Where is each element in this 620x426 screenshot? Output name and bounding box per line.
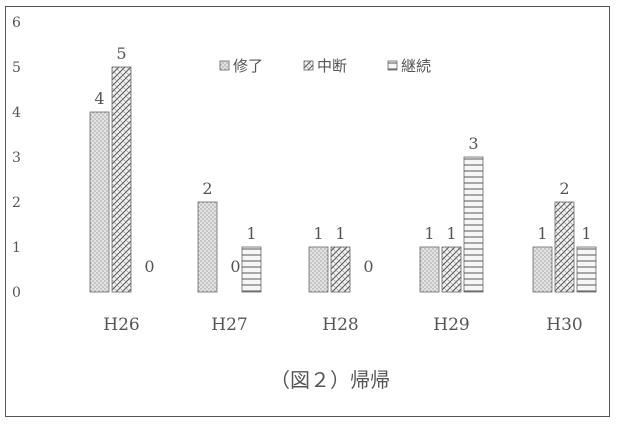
y-axis-ticks: 0 1 2 3 4 5 6 [12,15,21,301]
category-label: H26 [103,315,139,335]
legend-label: 中断 [317,57,347,75]
bar-H30-修了 [532,246,553,293]
y-tick-label: 2 [12,195,21,211]
y-tick-label: 3 [12,150,21,166]
category-label: H30 [546,315,582,335]
category-label: H28 [322,315,358,335]
bar-H26-中断 [111,66,132,293]
value-label: 2 [559,179,569,198]
value-label: 4 [94,89,104,108]
bar-H29-修了 [419,246,440,293]
value-label: 1 [537,224,547,243]
value-label: 0 [230,257,240,276]
y-tick-label: 0 [12,285,21,301]
y-tick-label: 5 [12,60,21,76]
legend-label: 継続 [401,57,431,75]
bar-H30-中断 [554,201,575,293]
bars-group [89,66,597,293]
category-label: H29 [433,315,469,335]
legend-swatch-1 [303,60,314,71]
bar-H27-継続 [241,246,262,293]
bar-H28-中断 [330,246,351,293]
value-label: 1 [581,224,591,243]
x-axis-labels: H26 H27 H28 H29 H30 [103,315,582,335]
value-label: 0 [144,257,154,276]
legend-label: 修了 [233,57,263,75]
bar-H29-継続 [463,156,484,293]
value-label: 2 [202,179,212,198]
legend-swatch-0 [219,60,230,71]
bar-H28-修了 [308,246,329,293]
bar-H29-中断 [441,246,462,293]
legend: 修了 中断 継続 [219,57,431,75]
value-label: 1 [335,224,345,243]
bar-H26-修了 [89,111,110,293]
figure-caption: （図２）帰帰 [270,368,390,392]
value-label: 1 [446,224,456,243]
legend-swatch-2 [387,60,398,71]
value-label: 1 [424,224,434,243]
value-label: 0 [363,257,373,276]
y-tick-label: 4 [12,105,21,121]
bar-H27-修了 [197,201,218,293]
value-label: 1 [313,224,323,243]
value-label: 1 [246,224,256,243]
y-tick-label: 6 [12,15,21,31]
category-label: H27 [211,315,247,335]
value-label: 3 [468,134,478,153]
y-tick-label: 1 [12,240,21,256]
bar-H30-継続 [576,246,597,293]
value-label: 5 [116,44,126,63]
